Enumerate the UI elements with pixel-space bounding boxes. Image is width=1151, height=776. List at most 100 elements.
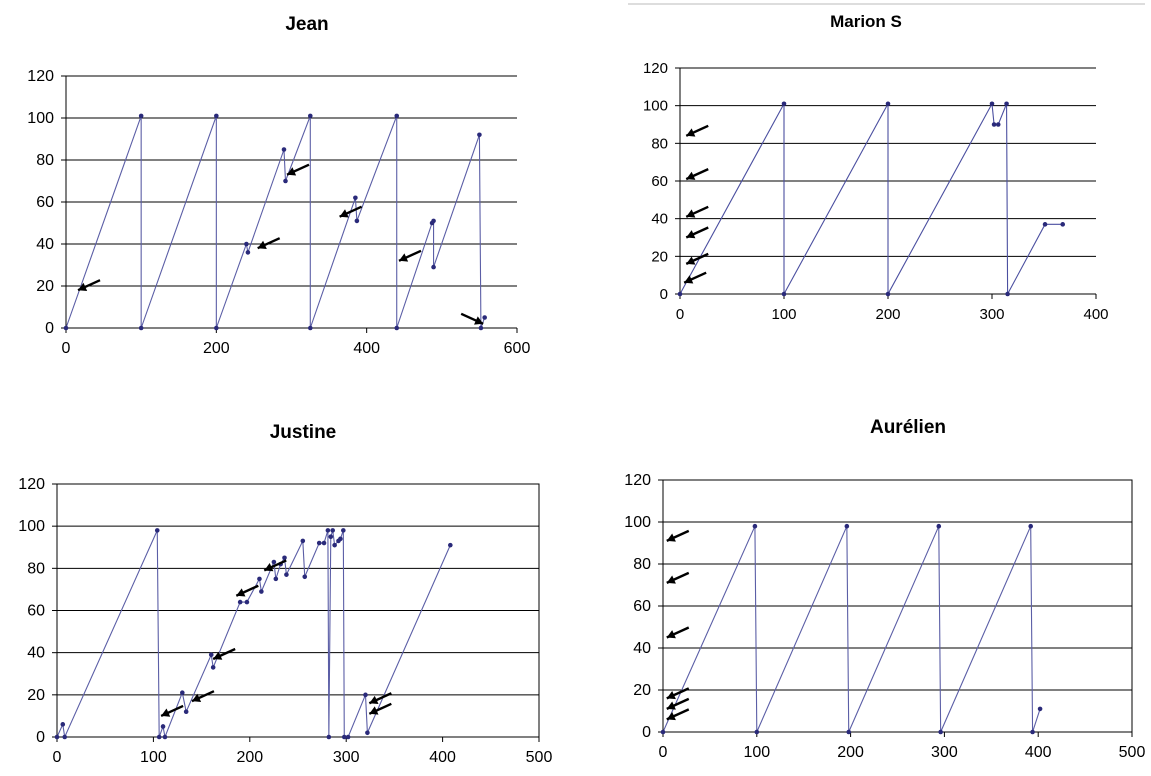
arrow-head [78, 282, 88, 291]
data-point [183, 709, 189, 714]
y-tick-label: 100 [624, 514, 651, 531]
data-point [844, 523, 850, 529]
data-point [138, 113, 144, 119]
x-tick-label: 500 [526, 749, 553, 766]
y-tick-label: 20 [27, 687, 45, 704]
chart-panel-4: Aurélien 0 20 40 60 80 100 120 0 100 200 300 400 500 [624, 417, 1145, 761]
arrow-head [369, 695, 379, 705]
data-point [300, 538, 306, 544]
chart-panel-3: Justine 0 20 40 60 80 100 120 0 100 200 300 400 500 [18, 422, 552, 766]
x-tick-label: 200 [837, 744, 864, 761]
data-point [257, 576, 262, 582]
data-point [938, 729, 943, 735]
x-tick-label: 400 [353, 340, 380, 357]
data-point [316, 540, 322, 546]
data-point [214, 325, 219, 331]
data-point [781, 291, 787, 297]
arrow-head [666, 533, 676, 542]
data-point [431, 218, 436, 224]
data-point [60, 722, 66, 727]
arrow-head [213, 651, 223, 660]
y-tick-label: 40 [27, 645, 45, 662]
chart-title: Jean [285, 14, 328, 35]
data-point [162, 734, 168, 740]
data-point [282, 555, 287, 561]
data-point [477, 132, 482, 138]
data-point [244, 599, 250, 605]
y-tick-label: 0 [36, 729, 45, 746]
data-point [245, 250, 251, 255]
data-point [156, 734, 162, 740]
data-point [478, 325, 484, 331]
y-tick-label: 120 [624, 472, 651, 489]
data-point [214, 113, 219, 119]
chart-title: Justine [270, 422, 337, 443]
x-tick-label: 300 [931, 744, 958, 761]
data-point [781, 101, 787, 107]
data-point [354, 218, 360, 224]
data-point [326, 734, 332, 740]
x-tick-label: 0 [62, 340, 71, 357]
x-tick-label: 400 [1025, 744, 1052, 761]
y-tick-label: 0 [45, 320, 54, 337]
arrow-head [666, 711, 676, 721]
x-tick-label: 0 [53, 749, 62, 766]
y-tick-label: 100 [643, 98, 668, 115]
x-tick-label: 100 [140, 749, 167, 766]
data-point [180, 690, 185, 696]
data-point [281, 147, 287, 152]
y-tick-label: 20 [651, 248, 668, 265]
data-point [259, 589, 264, 594]
y-tick-label: 0 [660, 286, 668, 303]
arrow-head [666, 630, 676, 639]
arrow-head [236, 588, 246, 597]
y-tick-label: 80 [651, 135, 668, 152]
y-tick-label: 100 [27, 110, 54, 127]
x-tick-label: 0 [659, 744, 668, 761]
data-point [271, 559, 277, 565]
data-point [284, 572, 289, 577]
data-point [160, 724, 166, 729]
arrow-head [264, 563, 274, 572]
data-point [307, 113, 313, 119]
data-point [752, 523, 758, 529]
y-tick-label: 0 [642, 724, 651, 741]
data-point [283, 178, 288, 184]
data-point [989, 101, 995, 107]
y-tick-label: 60 [651, 173, 668, 190]
x-tick-label: 500 [1119, 744, 1146, 761]
x-tick-label: 0 [676, 306, 684, 323]
data-point [885, 291, 891, 297]
y-tick-label: 40 [36, 236, 54, 253]
data-point [1037, 706, 1043, 712]
y-tick-label: 60 [36, 194, 54, 211]
chart-panel-2: Marion S 0 20 40 60 80 100 120 0 100 200 300 400 [628, 3, 1145, 323]
data-point [210, 665, 216, 670]
data-point [936, 523, 942, 529]
y-tick-label: 120 [27, 68, 54, 85]
data-point [62, 734, 68, 740]
arrow-head [339, 209, 349, 218]
arrow-head [257, 240, 267, 249]
data-point [885, 101, 891, 107]
data-point [330, 528, 336, 533]
arrow-head [686, 209, 696, 218]
arrow-head [666, 575, 676, 584]
data-point [328, 534, 334, 540]
data-point [154, 528, 160, 533]
data-point [345, 734, 351, 740]
data-point [341, 528, 346, 533]
x-tick-label: 300 [333, 749, 360, 766]
data-point [54, 734, 60, 740]
y-tick-label: 80 [27, 560, 45, 577]
x-tick-label: 300 [979, 306, 1004, 323]
data-point [341, 734, 347, 740]
y-tick-label: 20 [36, 278, 54, 295]
data-point [995, 122, 1001, 127]
data-point [365, 730, 370, 736]
data-point [321, 540, 327, 546]
y-tick-label: 80 [633, 556, 651, 573]
x-tick-label: 400 [1083, 306, 1108, 323]
series-line [65, 115, 486, 329]
